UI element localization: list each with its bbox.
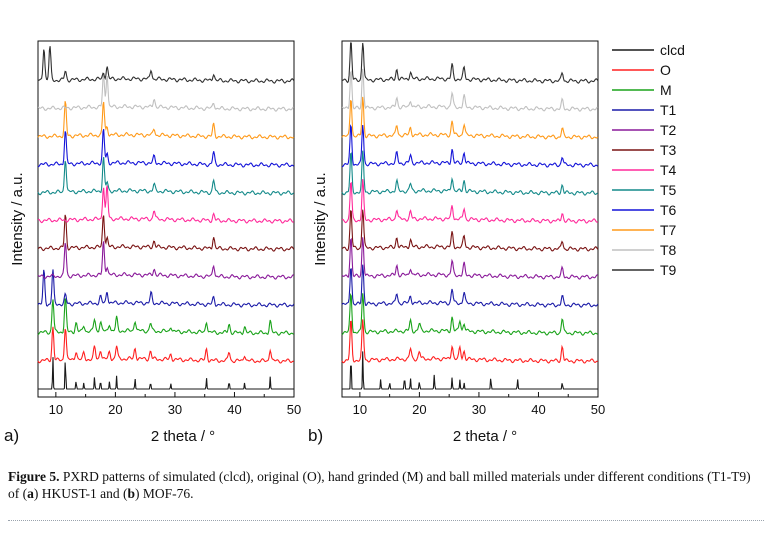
caption-text-3: ) MOF-76.	[135, 486, 194, 501]
series-T6-b	[342, 124, 599, 168]
series-T4-b	[341, 179, 598, 224]
series-T4-a	[37, 185, 294, 224]
figure: 10 20 30 40 50 Intensity / a.u. 2 theta / ° …	[4, 40, 685, 445]
xtick-label: 40	[227, 402, 241, 417]
xtick-label: 10	[353, 402, 367, 417]
series-T7-a	[37, 101, 295, 140]
series-T5-b	[341, 150, 598, 196]
series-M-a	[37, 298, 294, 336]
legend-label-clcd: clcd	[660, 42, 685, 58]
legend-label-T5: T5	[660, 182, 677, 198]
xtick-label: 40	[531, 402, 545, 417]
panel-b-frame	[341, 40, 599, 398]
panel-a-xlabel: 2 theta / °	[151, 428, 215, 445]
xtick-label: 30	[472, 402, 486, 417]
series-T3-a	[37, 214, 295, 252]
panel-a-ticks: 10 20 30 40 50	[49, 392, 301, 417]
series-clcd-b	[342, 351, 598, 390]
legend-label-T1: T1	[660, 102, 677, 118]
series-T9-b	[341, 42, 599, 84]
xtick-label: 20	[412, 402, 426, 417]
legend-label-T2: T2	[660, 122, 677, 138]
caption-a: a	[27, 486, 34, 501]
panel-a: 10 20 30 40 50 Intensity / a.u. 2 theta / ° …	[4, 40, 301, 445]
panel-a-frame	[37, 40, 295, 398]
panel-b-traces	[341, 42, 599, 390]
legend-label-M: M	[660, 82, 672, 98]
series-T2-b	[341, 237, 598, 280]
legend-label-T3: T3	[660, 142, 677, 158]
legend-label-O: O	[660, 62, 671, 78]
caption-label: Figure 5.	[8, 469, 60, 484]
panel-b-label: b)	[308, 426, 323, 445]
panel-b-ticks: 10 20 30 40 50	[353, 392, 605, 417]
separator-rule	[8, 520, 764, 521]
caption-b: b	[127, 486, 136, 501]
series-T1-a	[37, 269, 295, 308]
legend-label-T8: T8	[660, 242, 677, 258]
series-T3-b	[341, 209, 599, 252]
panel-b: 10 20 30 40 50 Intensity / a.u. 2 theta / ° …	[308, 40, 605, 445]
caption-text-2: ) HKUST-1 and (	[33, 486, 128, 501]
series-O-a	[37, 326, 294, 364]
xtick-label: 20	[108, 402, 122, 417]
xtick-label: 30	[168, 402, 182, 417]
series-O-b	[341, 319, 598, 364]
series-T6-a	[38, 128, 295, 168]
panel-a-traces	[37, 46, 295, 390]
xtick-label: 50	[287, 402, 301, 417]
xtick-label: 50	[591, 402, 605, 417]
panel-b-xlabel: 2 theta / °	[453, 428, 517, 445]
xtick-label: 10	[49, 402, 63, 417]
series-T2-a	[37, 241, 294, 280]
series-T5-a	[37, 157, 294, 196]
legend-label-T9: T9	[660, 262, 677, 278]
series-clcd-a	[38, 357, 294, 390]
panel-b-ylabel: Intensity / a.u.	[312, 172, 329, 265]
series-M-b	[341, 292, 598, 336]
panel-a-label: a)	[4, 426, 19, 445]
figure-caption: Figure 5. PXRD patterns of simulated (cl…	[8, 468, 764, 502]
legend-label-T6: T6	[660, 202, 677, 218]
legend-label-T7: T7	[660, 222, 677, 238]
series-T8-b	[341, 68, 599, 112]
series-T1-b	[341, 264, 599, 308]
series-T9-a	[37, 46, 295, 84]
series-T7-b	[341, 96, 599, 140]
series-T8-a	[37, 73, 295, 112]
panel-a-ylabel: Intensity / a.u.	[9, 172, 26, 265]
legend: clcd OM T1 T2 T3 T4 T5 T6 T7 T8 T9	[612, 42, 685, 278]
legend-label-T4: T4	[660, 162, 677, 178]
caption-text-1: PXRD patterns of simulated (clcd), origi…	[8, 469, 751, 501]
